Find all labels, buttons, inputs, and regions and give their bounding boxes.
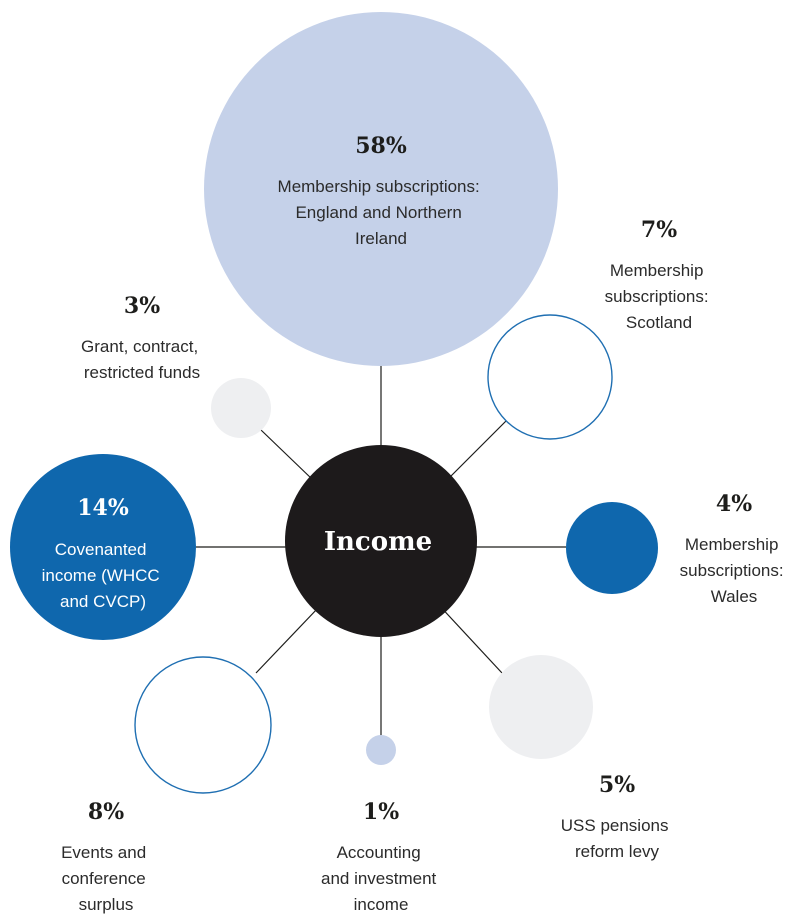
label-events: Events and conference surplus xyxy=(61,843,151,914)
label-grant: Grant, contract, restricted funds xyxy=(81,337,203,382)
percent-uss: 5% xyxy=(599,772,635,798)
label-line: Membership xyxy=(685,535,779,554)
label-line: and CVCP) xyxy=(60,592,146,611)
percent-scotland: 7% xyxy=(641,217,677,243)
spoke-grant xyxy=(260,429,314,481)
label-line: Scotland xyxy=(626,313,692,332)
segment-england: 58% Membership subscriptions: England an… xyxy=(278,133,485,248)
segment-wales: 4% Membership subscriptions: Wales xyxy=(680,491,789,606)
label-line: Events and xyxy=(61,843,146,862)
percent-events: 8% xyxy=(88,799,124,825)
label-line: USS pensions xyxy=(561,816,669,835)
segment-accounting: 1% Accounting and investment income xyxy=(321,799,441,914)
label-line: subscriptions: xyxy=(605,287,709,306)
percent-accounting: 1% xyxy=(363,799,399,825)
label-uss: USS pensions reform levy xyxy=(561,816,673,861)
label-line: restricted funds xyxy=(84,363,200,382)
center-label: Income xyxy=(324,527,432,557)
spoke-uss xyxy=(436,602,503,674)
label-line: and investment xyxy=(321,869,437,888)
label-line: subscriptions: xyxy=(680,561,784,580)
label-scotland: Membership subscriptions: Scotland xyxy=(605,261,714,332)
spoke-scotland xyxy=(449,419,508,478)
label-line: England and Northern xyxy=(295,203,461,222)
bubble-grant xyxy=(211,378,271,438)
percent-england: 58% xyxy=(355,133,407,159)
bubble-wales xyxy=(566,502,658,594)
bubble-covenanted xyxy=(10,454,196,640)
bubble-scotland xyxy=(487,314,613,440)
segment-events: 8% Events and conference surplus xyxy=(61,799,151,914)
segment-covenanted: 14% Covenanted income (WHCC and CVCP) xyxy=(42,495,165,611)
bubble-accounting xyxy=(366,735,396,765)
label-line: income (WHCC xyxy=(42,566,160,585)
percent-grant: 3% xyxy=(124,293,160,319)
label-line: Accounting xyxy=(337,843,421,862)
label-line: income xyxy=(354,895,409,914)
spoke-events xyxy=(255,607,319,674)
label-accounting: Accounting and investment income xyxy=(321,843,441,914)
label-line: reform levy xyxy=(575,842,660,861)
label-england: Membership subscriptions: England and No… xyxy=(278,177,485,248)
label-line: surplus xyxy=(79,895,134,914)
label-line: Membership subscriptions: xyxy=(278,177,480,196)
label-line: Grant, contract, xyxy=(81,337,198,356)
label-wales: Membership subscriptions: Wales xyxy=(680,535,789,606)
label-line: Ireland xyxy=(355,229,407,248)
segment-grant: 3% Grant, contract, restricted funds xyxy=(81,293,203,382)
segment-scotland: 7% Membership subscriptions: Scotland xyxy=(605,217,714,332)
segment-uss: 5% USS pensions reform levy xyxy=(561,772,673,861)
bubble-england xyxy=(204,12,558,366)
label-line: Wales xyxy=(711,587,758,606)
label-line: Covenanted xyxy=(55,540,147,559)
spokes xyxy=(196,365,566,737)
percent-covenanted: 14% xyxy=(77,495,129,521)
center-circle xyxy=(285,445,477,637)
label-line: conference xyxy=(62,869,146,888)
label-line: Membership xyxy=(610,261,704,280)
label-covenanted: Covenanted income (WHCC and CVCP) xyxy=(42,540,165,611)
bubble-uss xyxy=(489,655,593,759)
bubble-events xyxy=(134,656,272,794)
percent-wales: 4% xyxy=(716,491,752,517)
